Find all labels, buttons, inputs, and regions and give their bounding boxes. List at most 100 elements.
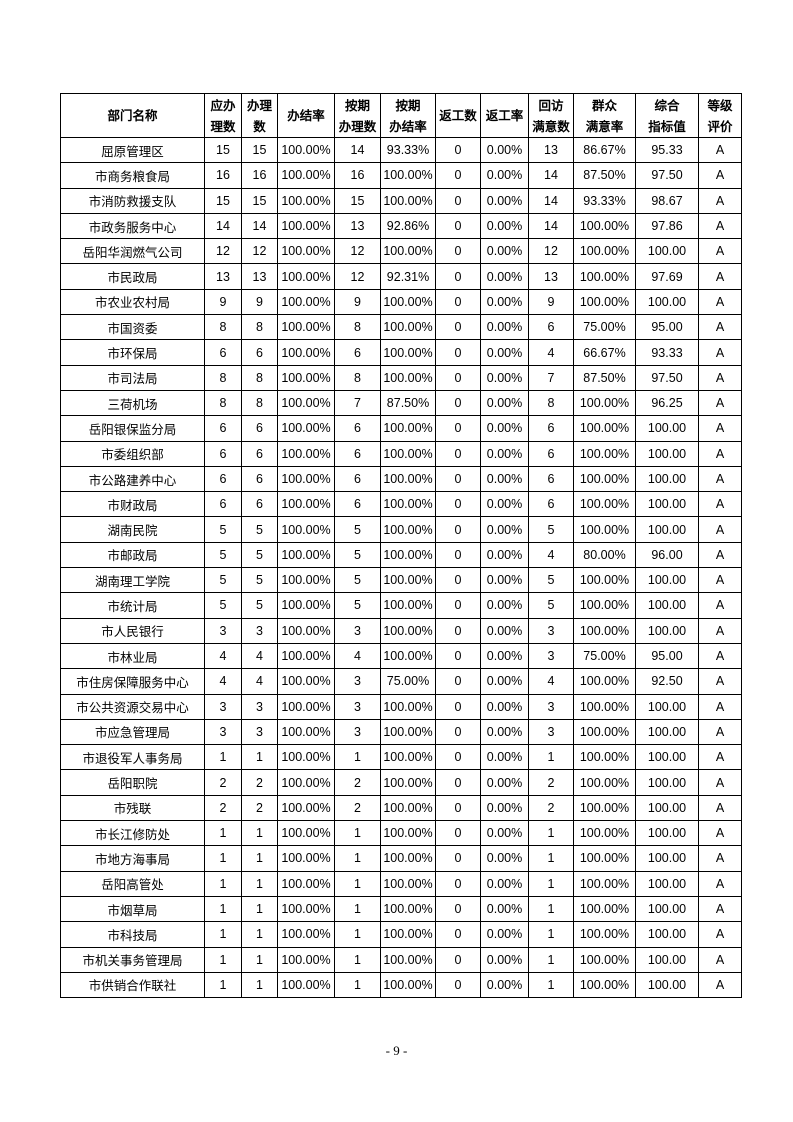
- table-cell: 0: [435, 288, 481, 316]
- table-cell: 8: [204, 314, 242, 341]
- department-name-cell: 市公路建养中心: [60, 465, 205, 493]
- table-cell: 5: [334, 516, 381, 543]
- table-cell: A: [698, 870, 742, 897]
- table-row: 湖南理工学院 5 5 100.00% 5 100.00% 0 0.00% 5 100.00% 100…: [60, 567, 742, 594]
- table-cell: 87.50%: [573, 364, 636, 391]
- table-cell: 3: [241, 718, 278, 746]
- column-header: 返工数: [435, 93, 481, 138]
- table-row: 屈原管理区 15 15 100.00% 14 93.33% 0 0.00% 13 86.67% 95…: [60, 136, 742, 164]
- table-cell: 0: [435, 364, 481, 391]
- table-cell: 5: [204, 567, 242, 594]
- table-cell: 100.00%: [277, 238, 335, 265]
- table-cell: 95.00: [635, 314, 699, 341]
- table-cell: 100.00: [635, 718, 699, 746]
- table-cell: 0: [435, 946, 481, 973]
- table-cell: 87.50%: [573, 162, 636, 189]
- table-cell: 8: [204, 389, 242, 417]
- table-row: 三荷机场 8 8 100.00% 7 87.50% 0 0.00% 8 100.00% 96.25 A: [60, 389, 742, 417]
- table-cell: 5: [528, 516, 574, 543]
- table-cell: 7: [528, 364, 574, 391]
- table-cell: 100.00%: [277, 592, 335, 619]
- department-name-cell: 市委组织部: [60, 440, 205, 467]
- table-cell: 100.00%: [380, 946, 436, 973]
- table-cell: 6: [334, 415, 381, 442]
- table-cell: 100.00%: [277, 288, 335, 316]
- table-cell: 5: [204, 516, 242, 543]
- table-cell: 0.00%: [480, 567, 529, 594]
- table-cell: 4: [204, 642, 242, 670]
- table-cell: 100.00: [635, 617, 699, 644]
- table-cell: 0.00%: [480, 136, 529, 164]
- table-cell: 100.00%: [277, 769, 335, 796]
- table-cell: 1: [334, 921, 381, 948]
- table-cell: 15: [204, 136, 242, 164]
- column-header: 应办 理数: [204, 93, 242, 138]
- table-cell: 16: [241, 162, 278, 189]
- table-cell: A: [698, 845, 742, 872]
- table-cell: 100.00%: [380, 617, 436, 644]
- table-cell: 0.00%: [480, 238, 529, 265]
- table-cell: 100.00%: [380, 491, 436, 518]
- table-row: 市机关事务管理局 1 1 100.00% 1 100.00% 0 0.00% 1 100.00% 1…: [60, 946, 742, 973]
- table-cell: 100.00%: [277, 440, 335, 467]
- table-row: 市农业农村局 9 9 100.00% 9 100.00% 0 0.00% 9 100.00% 100…: [60, 288, 742, 316]
- table-row: 市残联 2 2 100.00% 2 100.00% 0 0.00% 2 100.00% 100.00…: [60, 794, 742, 822]
- table-cell: 100.00%: [573, 567, 636, 594]
- table-cell: 100.00%: [380, 895, 436, 923]
- table-cell: 0.00%: [480, 744, 529, 771]
- table-cell: 97.50: [635, 364, 699, 391]
- table-cell: 100.00%: [380, 314, 436, 341]
- table-cell: 100.00: [635, 769, 699, 796]
- table-cell: 0.00%: [480, 870, 529, 897]
- column-header: 回访 满意数: [528, 93, 574, 138]
- table-cell: 0: [435, 718, 481, 746]
- table-cell: 100.00%: [380, 718, 436, 746]
- table-cell: 0: [435, 921, 481, 948]
- department-name-cell: 市财政局: [60, 491, 205, 518]
- table-cell: 9: [528, 288, 574, 316]
- table-cell: 15: [241, 136, 278, 164]
- table-cell: 6: [528, 440, 574, 467]
- department-name-cell: 市地方海事局: [60, 845, 205, 872]
- table-cell: 100.00%: [277, 946, 335, 973]
- table-cell: 8: [334, 364, 381, 391]
- table-cell: 100.00%: [573, 592, 636, 619]
- table-cell: 0.00%: [480, 668, 529, 695]
- table-cell: 0: [435, 314, 481, 341]
- table-cell: 87.50%: [380, 389, 436, 417]
- table-cell: 0.00%: [480, 516, 529, 543]
- table-cell: 100.00%: [573, 895, 636, 923]
- table-cell: 66.67%: [573, 339, 636, 366]
- department-evaluation-table: 部门名称 应办 理数 办理 数办结率 按期 办理数 按期 办结率 返工数 返工率 回访 满意数…: [60, 93, 742, 999]
- table-cell: 100.00%: [573, 516, 636, 543]
- table-cell: 0: [435, 339, 481, 366]
- table-cell: 1: [528, 744, 574, 771]
- department-name-cell: 岳阳银保监分局: [60, 415, 205, 442]
- table-cell: 100.00%: [277, 465, 335, 493]
- table-cell: 1: [334, 895, 381, 923]
- table-cell: 100.00%: [573, 415, 636, 442]
- table-cell: 14: [528, 187, 574, 214]
- table-cell: 6: [334, 339, 381, 366]
- table-cell: 93.33%: [380, 136, 436, 164]
- table-cell: 0: [435, 820, 481, 847]
- table-row: 市公共资源交易中心 3 3 100.00% 3 100.00% 0 0.00% 3 100.00%…: [60, 693, 742, 720]
- table-cell: A: [698, 187, 742, 214]
- table-cell: 15: [204, 187, 242, 214]
- table-row: 市统计局 5 5 100.00% 5 100.00% 0 0.00% 5 100.00% 100.0…: [60, 592, 742, 619]
- table-row: 市科技局 1 1 100.00% 1 100.00% 0 0.00% 1 100.00% 100.0…: [60, 921, 742, 948]
- table-cell: A: [698, 794, 742, 822]
- table-cell: A: [698, 567, 742, 594]
- table-cell: 0.00%: [480, 971, 529, 999]
- table-cell: 5: [334, 567, 381, 594]
- table-cell: 100.00%: [277, 516, 335, 543]
- table-cell: 0: [435, 263, 481, 290]
- table-cell: 0.00%: [480, 617, 529, 644]
- table-cell: 1: [241, 870, 278, 897]
- table-cell: 0.00%: [480, 187, 529, 214]
- table-cell: 8: [241, 314, 278, 341]
- department-name-cell: 三荷机场: [60, 389, 205, 417]
- table-cell: 12: [241, 238, 278, 265]
- table-cell: 100.00%: [573, 769, 636, 796]
- table-cell: 1: [204, 921, 242, 948]
